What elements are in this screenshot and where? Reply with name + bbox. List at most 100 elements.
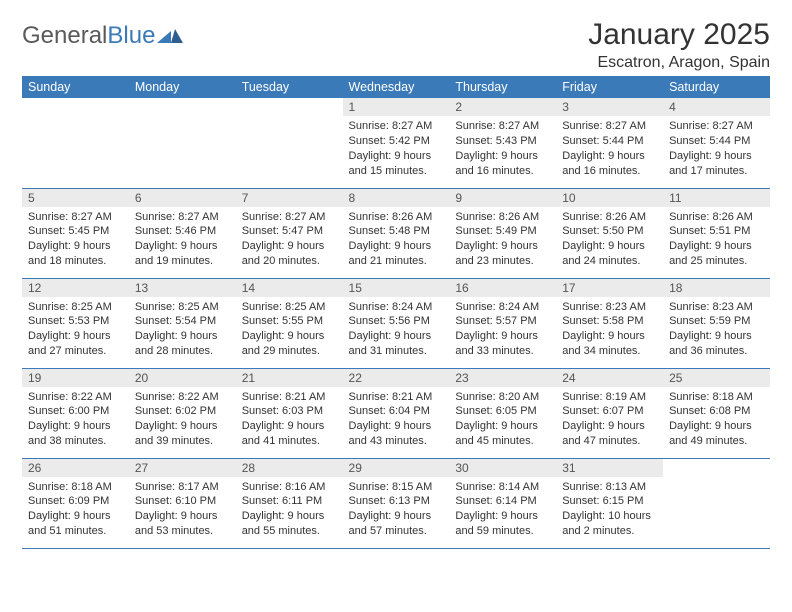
day-number: 12 — [22, 279, 129, 297]
info-line-d1: Daylight: 9 hours — [135, 509, 230, 524]
day-info: Sunrise: 8:20 AMSunset: 6:05 PMDaylight:… — [449, 387, 556, 453]
day-number: 21 — [236, 369, 343, 387]
day-info: Sunrise: 8:25 AMSunset: 5:54 PMDaylight:… — [129, 297, 236, 363]
info-line-sr: Sunrise: 8:25 AM — [135, 300, 230, 315]
day-info: Sunrise: 8:23 AMSunset: 5:58 PMDaylight:… — [556, 297, 663, 363]
day-info: Sunrise: 8:23 AMSunset: 5:59 PMDaylight:… — [663, 297, 770, 363]
calendar-cell: . — [22, 98, 129, 188]
info-line-sr: Sunrise: 8:13 AM — [562, 480, 657, 495]
info-line-d1: Daylight: 9 hours — [455, 149, 550, 164]
calendar-cell: 10Sunrise: 8:26 AMSunset: 5:50 PMDayligh… — [556, 188, 663, 278]
info-line-sr: Sunrise: 8:27 AM — [242, 210, 337, 225]
day-number: 8 — [343, 189, 450, 207]
day-info: Sunrise: 8:19 AMSunset: 6:07 PMDaylight:… — [556, 387, 663, 453]
info-line-d2: and 55 minutes. — [242, 524, 337, 539]
day-number: 17 — [556, 279, 663, 297]
info-line-ss: Sunset: 5:48 PM — [349, 224, 444, 239]
info-line-sr: Sunrise: 8:27 AM — [349, 119, 444, 134]
info-line-sr: Sunrise: 8:20 AM — [455, 390, 550, 405]
info-line-sr: Sunrise: 8:26 AM — [562, 210, 657, 225]
info-line-d2: and 57 minutes. — [349, 524, 444, 539]
day-number: 26 — [22, 459, 129, 477]
info-line-d1: Daylight: 9 hours — [28, 329, 123, 344]
day-info: Sunrise: 8:25 AMSunset: 5:55 PMDaylight:… — [236, 297, 343, 363]
info-line-sr: Sunrise: 8:23 AM — [562, 300, 657, 315]
day-number: 18 — [663, 279, 770, 297]
day-info: Sunrise: 8:21 AMSunset: 6:03 PMDaylight:… — [236, 387, 343, 453]
info-line-d1: Daylight: 9 hours — [455, 239, 550, 254]
day-info: Sunrise: 8:13 AMSunset: 6:15 PMDaylight:… — [556, 477, 663, 543]
info-line-ss: Sunset: 6:04 PM — [349, 404, 444, 419]
logo-text-gray: General — [22, 22, 107, 50]
info-line-d2: and 43 minutes. — [349, 434, 444, 449]
info-line-d2: and 24 minutes. — [562, 254, 657, 269]
info-line-ss: Sunset: 6:00 PM — [28, 404, 123, 419]
info-line-d1: Daylight: 9 hours — [28, 419, 123, 434]
calendar-cell: 11Sunrise: 8:26 AMSunset: 5:51 PMDayligh… — [663, 188, 770, 278]
day-number: 23 — [449, 369, 556, 387]
info-line-d2: and 2 minutes. — [562, 524, 657, 539]
title-block: January 2025 Escatron, Aragon, Spain — [588, 18, 770, 72]
info-line-ss: Sunset: 5:51 PM — [669, 224, 764, 239]
info-line-ss: Sunset: 5:43 PM — [455, 134, 550, 149]
day-number: 15 — [343, 279, 450, 297]
info-line-d2: and 23 minutes. — [455, 254, 550, 269]
calendar-cell: 23Sunrise: 8:20 AMSunset: 6:05 PMDayligh… — [449, 368, 556, 458]
day-number: 4 — [663, 98, 770, 116]
info-line-sr: Sunrise: 8:24 AM — [349, 300, 444, 315]
logo-text-blue: Blue — [107, 22, 155, 50]
day-number: 27 — [129, 459, 236, 477]
info-line-ss: Sunset: 5:53 PM — [28, 314, 123, 329]
day-number: 31 — [556, 459, 663, 477]
calendar-cell: 6Sunrise: 8:27 AMSunset: 5:46 PMDaylight… — [129, 188, 236, 278]
day-info: Sunrise: 8:15 AMSunset: 6:13 PMDaylight:… — [343, 477, 450, 543]
info-line-ss: Sunset: 5:42 PM — [349, 134, 444, 149]
logo: GeneralBlue — [22, 18, 183, 50]
info-line-d2: and 17 minutes. — [669, 164, 764, 179]
calendar-page: GeneralBlue January 2025 Escatron, Arago… — [0, 0, 792, 567]
day-info: Sunrise: 8:21 AMSunset: 6:04 PMDaylight:… — [343, 387, 450, 453]
calendar-week: 26Sunrise: 8:18 AMSunset: 6:09 PMDayligh… — [22, 458, 770, 548]
calendar-cell: 2Sunrise: 8:27 AMSunset: 5:43 PMDaylight… — [449, 98, 556, 188]
info-line-sr: Sunrise: 8:23 AM — [669, 300, 764, 315]
weekday-header: Saturday — [663, 76, 770, 98]
info-line-d1: Daylight: 9 hours — [455, 509, 550, 524]
info-line-d1: Daylight: 9 hours — [242, 239, 337, 254]
info-line-d1: Daylight: 9 hours — [669, 329, 764, 344]
day-number: 7 — [236, 189, 343, 207]
calendar-cell: 4Sunrise: 8:27 AMSunset: 5:44 PMDaylight… — [663, 98, 770, 188]
info-line-d2: and 59 minutes. — [455, 524, 550, 539]
info-line-d2: and 21 minutes. — [349, 254, 444, 269]
calendar-cell: 5Sunrise: 8:27 AMSunset: 5:45 PMDaylight… — [22, 188, 129, 278]
weekday-header: Tuesday — [236, 76, 343, 98]
info-line-d1: Daylight: 9 hours — [669, 419, 764, 434]
day-info: Sunrise: 8:17 AMSunset: 6:10 PMDaylight:… — [129, 477, 236, 543]
calendar-cell: 1Sunrise: 8:27 AMSunset: 5:42 PMDaylight… — [343, 98, 450, 188]
info-line-ss: Sunset: 6:10 PM — [135, 494, 230, 509]
calendar-cell: 16Sunrise: 8:24 AMSunset: 5:57 PMDayligh… — [449, 278, 556, 368]
info-line-ss: Sunset: 5:46 PM — [135, 224, 230, 239]
info-line-d2: and 45 minutes. — [455, 434, 550, 449]
info-line-d2: and 34 minutes. — [562, 344, 657, 359]
day-number: 9 — [449, 189, 556, 207]
calendar-cell: 24Sunrise: 8:19 AMSunset: 6:07 PMDayligh… — [556, 368, 663, 458]
day-number: 24 — [556, 369, 663, 387]
info-line-d1: Daylight: 9 hours — [135, 419, 230, 434]
day-info: Sunrise: 8:27 AMSunset: 5:45 PMDaylight:… — [22, 207, 129, 273]
weekday-header: Wednesday — [343, 76, 450, 98]
info-line-ss: Sunset: 6:07 PM — [562, 404, 657, 419]
weekday-header: Thursday — [449, 76, 556, 98]
calendar-cell: 31Sunrise: 8:13 AMSunset: 6:15 PMDayligh… — [556, 458, 663, 548]
info-line-ss: Sunset: 5:57 PM — [455, 314, 550, 329]
info-line-d1: Daylight: 9 hours — [349, 329, 444, 344]
weekday-header: Monday — [129, 76, 236, 98]
day-info: Sunrise: 8:26 AMSunset: 5:49 PMDaylight:… — [449, 207, 556, 273]
calendar-cell: 18Sunrise: 8:23 AMSunset: 5:59 PMDayligh… — [663, 278, 770, 368]
info-line-d1: Daylight: 9 hours — [455, 419, 550, 434]
calendar-cell: 12Sunrise: 8:25 AMSunset: 5:53 PMDayligh… — [22, 278, 129, 368]
info-line-d1: Daylight: 9 hours — [562, 419, 657, 434]
info-line-d2: and 20 minutes. — [242, 254, 337, 269]
info-line-d2: and 47 minutes. — [562, 434, 657, 449]
info-line-d2: and 39 minutes. — [135, 434, 230, 449]
day-number: 22 — [343, 369, 450, 387]
